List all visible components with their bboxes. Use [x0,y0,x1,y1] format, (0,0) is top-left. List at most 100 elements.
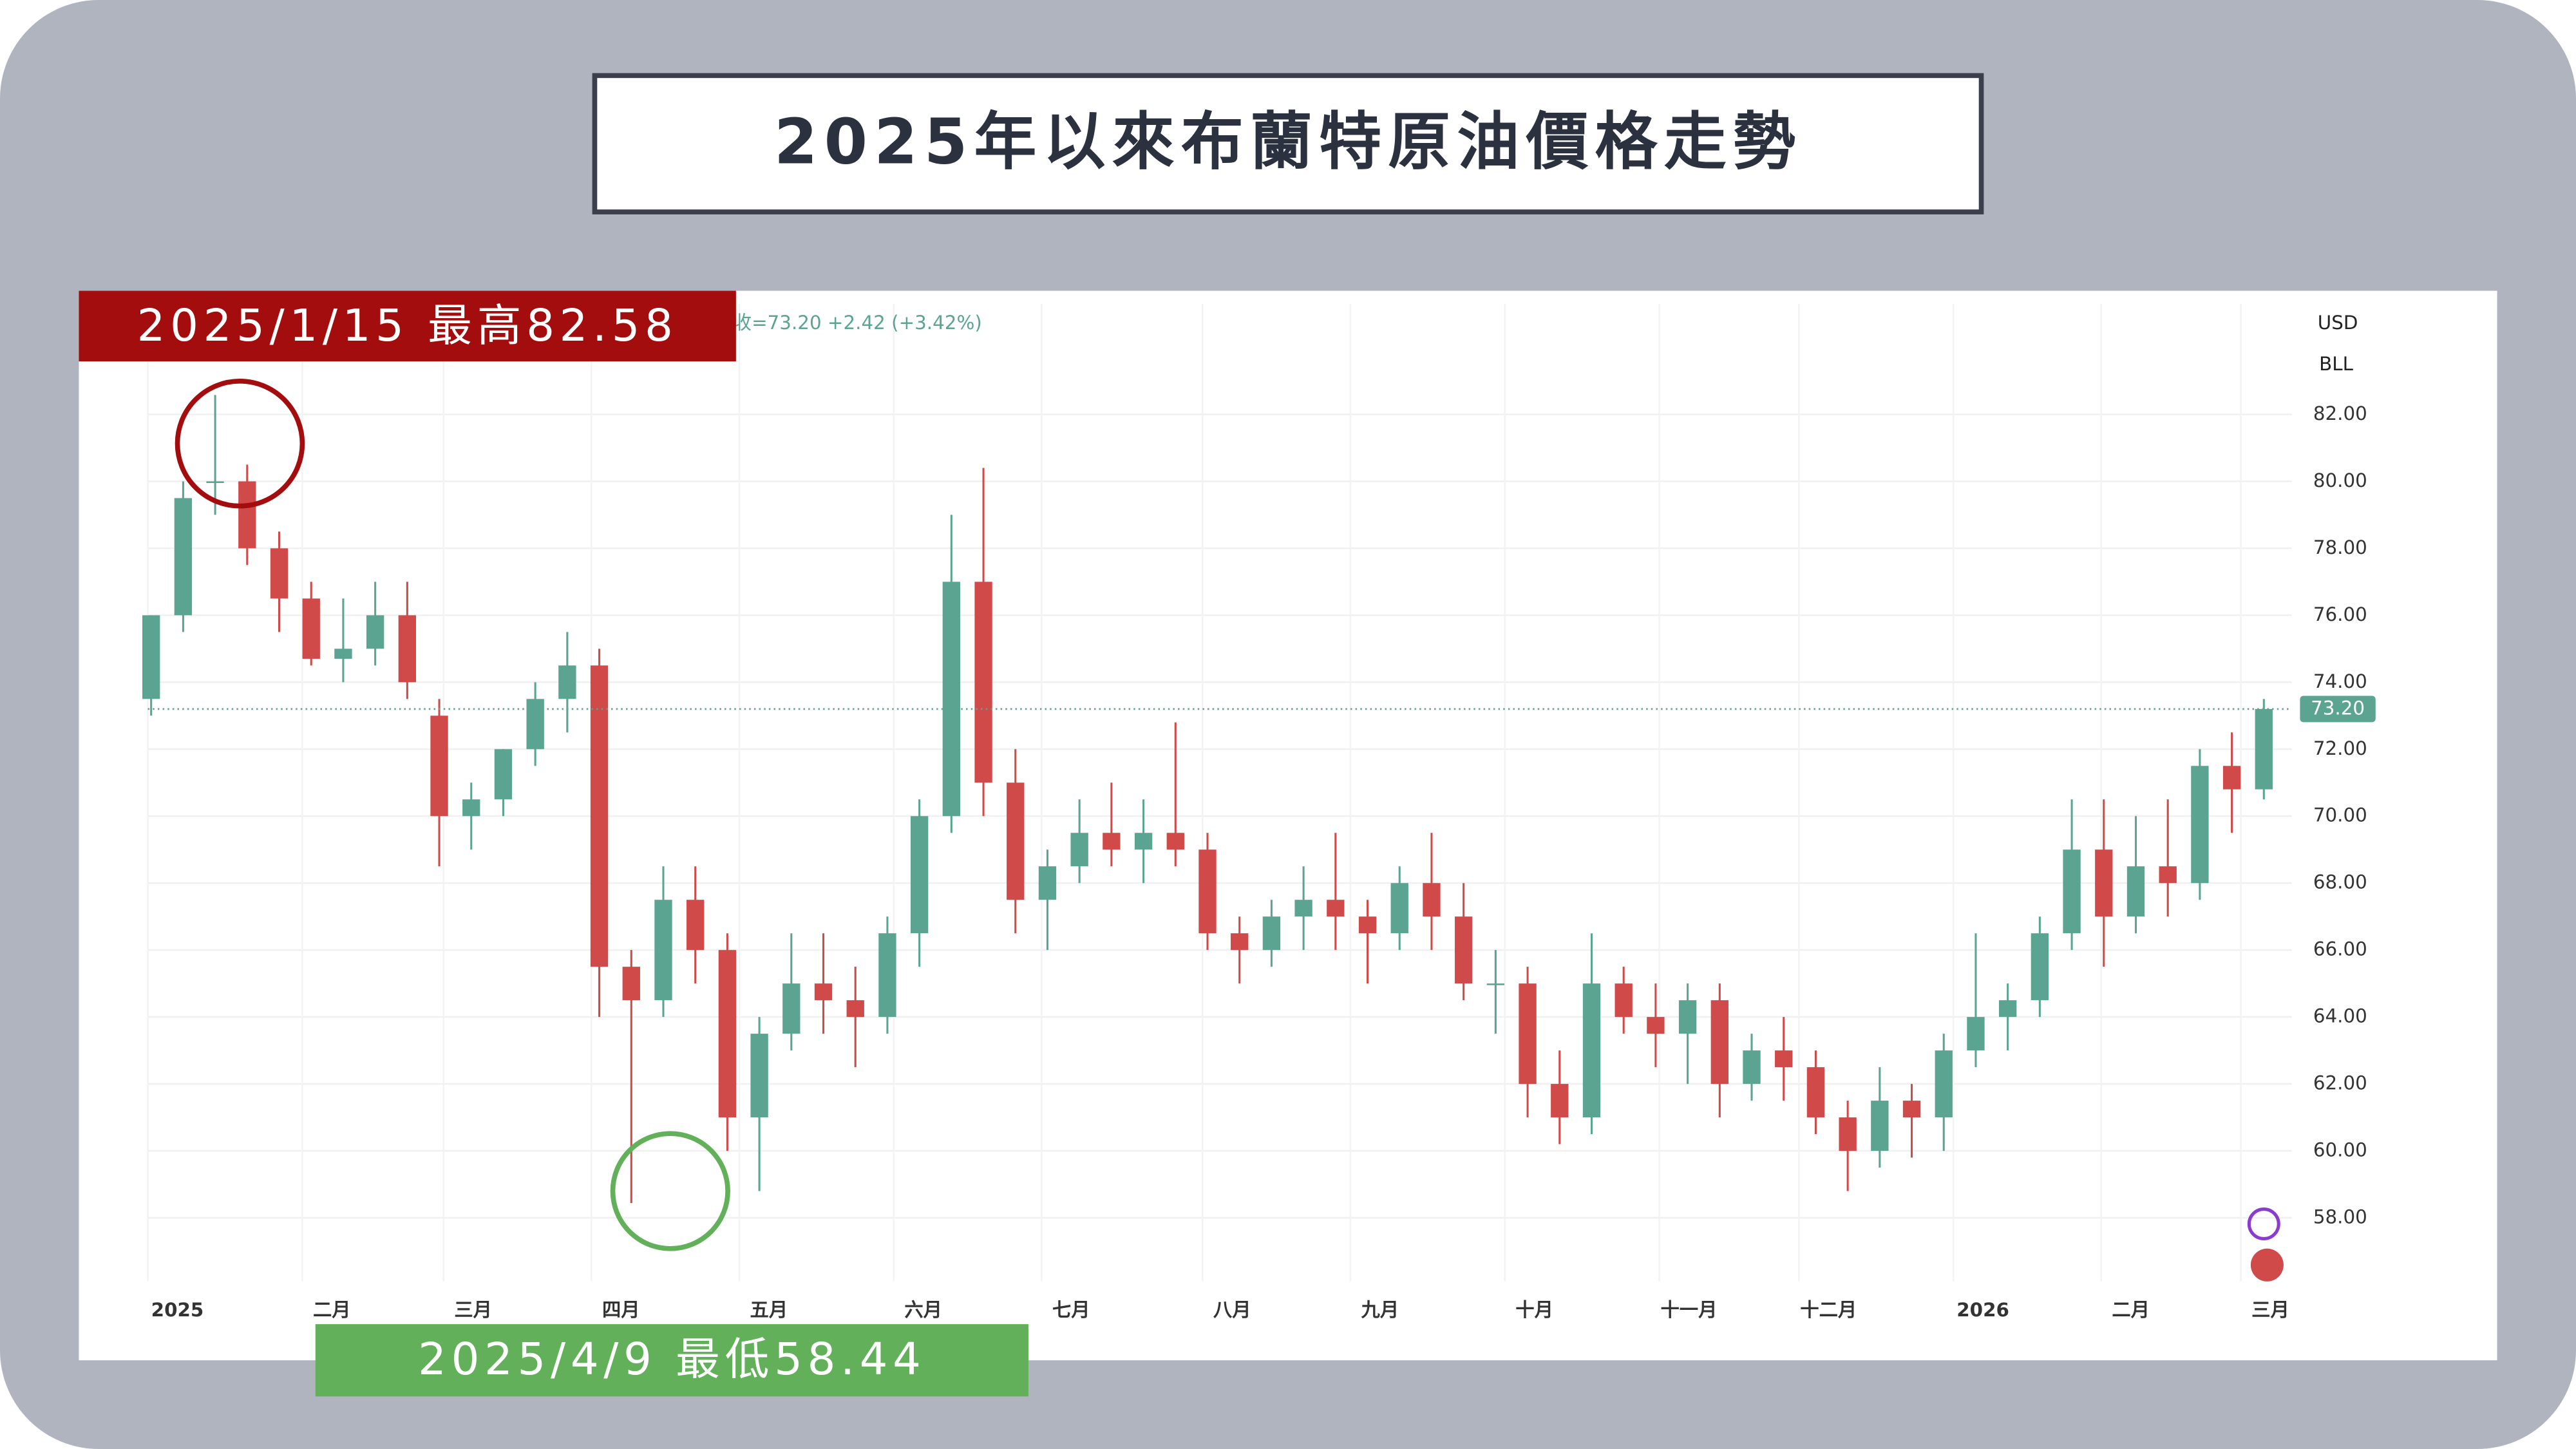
x-tick-label: 十二月 [1800,1299,1857,1321]
y-tick-label: 72.00 [2313,737,2367,759]
y-tick-label: 66.00 [2313,938,2367,960]
candle-body [942,582,961,817]
candle-body [750,1034,768,1118]
candle-body [1070,833,1088,867]
flag-icon[interactable] [2250,1248,2284,1282]
candle-body [558,665,576,699]
high-annotation-box [79,290,736,362]
candle-body [1615,983,1633,1018]
y-tick-label: 58.00 [2313,1206,2367,1228]
candle-body [1839,1117,1857,1151]
candle-body [142,615,160,699]
chart-panel [79,290,2497,1361]
candle-body [1423,883,1441,917]
candle-body [1198,849,1217,934]
x-tick-label: 三月 [454,1299,492,1321]
x-tick-label: 2026 [1956,1299,2009,1321]
candle-body [1935,1050,1953,1118]
candle-body [878,933,896,1018]
candle-body [1902,1101,1921,1118]
candle-body [1710,1000,1728,1084]
candle-body [687,900,705,951]
x-tick-label: 二月 [313,1299,351,1321]
candle-body [2031,933,2049,1001]
candle-body [1998,1000,2017,1018]
candle-body [1103,833,1121,850]
candle-body [1775,1050,1793,1068]
last-price-badge [2300,696,2376,723]
candle-body [2255,708,2273,790]
x-tick-label: 2025 [151,1299,204,1321]
y-tick-label: 78.00 [2313,536,2367,558]
x-tick-label: 七月 [1052,1299,1090,1321]
candle-body [174,498,193,616]
title-box [592,73,1984,214]
candle-body [238,481,256,549]
candle-body [1647,1017,1665,1034]
candle-body [814,983,833,1001]
candle-body [718,950,737,1118]
candle-body [2222,766,2241,790]
candle-body [302,598,320,659]
candle-body [270,548,289,599]
candle-body [590,665,609,967]
x-tick-label: 八月 [1213,1299,1251,1321]
title: 2025年以來布蘭特原油價格走勢 [774,105,1802,178]
y-tick-label: 64.00 [2313,1005,2367,1027]
low-annotation: 2025/4/9 最低58.44 [418,1334,925,1385]
candle-body [1551,1084,1569,1118]
x-tick-label: 九月 [1361,1299,1399,1321]
candle-body [206,481,224,483]
candle-body [1486,983,1505,985]
candle-body [2126,866,2145,917]
y-tick-label: 74.00 [2313,670,2367,692]
candle-body [654,900,672,1001]
candle-body [910,816,929,934]
candle-body [1967,1017,1985,1051]
x-tick-label: 十月 [1515,1299,1553,1321]
unit: BLL [2319,353,2353,375]
candle-body [1358,916,1377,934]
candle-body [526,699,544,750]
x-tick-label: 六月 [904,1299,942,1321]
x-tick-label: 五月 [750,1299,788,1321]
y-tick-label: 68.00 [2313,871,2367,893]
flash-icon[interactable] [2247,1208,2280,1241]
candle-body [1134,833,1153,850]
currency: USD [2318,312,2358,334]
candle-body [1871,1101,1889,1151]
last-price-label: 73.20 [2311,697,2365,719]
candle-body [1231,933,1249,951]
high-annotation: 2025/1/15 最高82.58 [137,300,678,352]
low-circle [610,1131,730,1251]
candle-body [1327,900,1345,917]
candle-body [2159,866,2177,884]
candle-body [2063,849,2081,934]
y-tick-label: 82.00 [2313,402,2367,424]
x-tick-label: 三月 [2251,1299,2289,1321]
candle-body [846,1000,864,1018]
x-tick-label: 四月 [602,1299,640,1321]
legend-text: 收=73.20 +2.42 (+3.42%) [733,312,982,334]
y-tick-label: 70.00 [2313,804,2367,826]
y-tick-label: 80.00 [2313,469,2367,491]
y-tick-label: 60.00 [2313,1139,2367,1161]
candle-body [1678,1000,1697,1034]
candle-body [1743,1050,1761,1084]
candle-body [1294,900,1312,917]
candle-body [974,582,992,783]
x-tick-label: 十一月 [1660,1299,1717,1321]
candle-body [462,799,480,817]
candle-body [2095,849,2113,917]
high-circle [175,379,305,509]
candle-body [366,615,384,649]
candle-body [782,983,800,1034]
candle-body [1454,916,1473,984]
candle-body [1806,1067,1825,1118]
candle-body [1519,983,1537,1084]
candle-body [1166,833,1184,850]
plot: 58.00 60.00 62.00 64.00 66.00 68.00 70.00 72.00… [142,303,2376,1321]
candle-body [1390,883,1408,934]
